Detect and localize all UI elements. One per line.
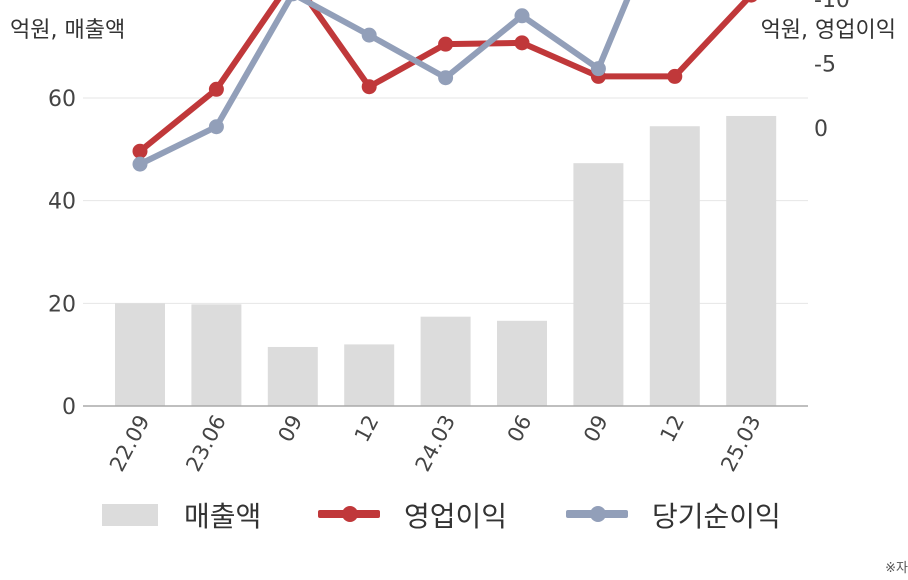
x-tick-label: 25.03 — [716, 411, 765, 475]
point-net-income — [590, 61, 606, 77]
bar-revenue — [573, 163, 624, 406]
legend-item-revenue: 매출액 — [102, 490, 261, 540]
point-net-income — [288, 0, 298, 2]
x-tick-label: 22.09 — [105, 411, 154, 475]
x-tick-label: 23.06 — [181, 411, 230, 475]
legend-item-op-income: 영업이익 — [318, 490, 507, 540]
bar-revenue — [115, 303, 165, 406]
legend-label-net-income: 당기순이익 — [652, 500, 781, 533]
legend-label-revenue: 매출액 — [184, 500, 262, 533]
right-tick-label: 0 — [814, 117, 828, 142]
footnote: ※자 — [885, 561, 908, 576]
point-op-income — [132, 143, 148, 159]
legend-line-swatch-net-income — [566, 506, 628, 522]
combo-chart: 02040600-5-10-15-2022.0923.06091224.0306… — [48, 0, 850, 475]
x-tick-label: 24.03 — [411, 411, 460, 475]
left-axis-title: 억원, 매출액 — [10, 18, 126, 43]
point-net-income — [132, 156, 148, 172]
point-op-income — [438, 36, 454, 52]
bar-revenue — [344, 344, 395, 406]
right-tick-label: -5 — [814, 53, 836, 78]
bar-revenue — [420, 316, 471, 406]
legend-bar-swatch — [102, 504, 158, 526]
x-tick-label: 06 — [503, 411, 537, 446]
legend-item-net-income: 당기순이익 — [566, 490, 781, 540]
point-net-income — [361, 27, 377, 43]
right-tick-label: -10 — [814, 0, 850, 13]
right-axis-title: 억원, 영업이익 — [760, 18, 896, 43]
point-net-income — [514, 8, 530, 24]
bar-revenue — [726, 115, 777, 406]
left-tick-label: 20 — [48, 292, 76, 317]
point-net-income — [208, 119, 224, 135]
bar-revenue — [497, 320, 547, 406]
bar-revenue — [191, 304, 242, 406]
point-op-income — [667, 68, 683, 84]
point-op-income — [361, 79, 377, 95]
x-tick-label: 09 — [579, 411, 613, 446]
legend-line-swatch-op-income — [318, 506, 380, 522]
legend-label-op-income: 영업이익 — [404, 500, 508, 533]
left-tick-label: 60 — [48, 87, 76, 112]
point-net-income — [438, 70, 454, 86]
bar-revenue — [649, 126, 700, 406]
left-tick-label: 0 — [62, 395, 76, 420]
point-op-income — [514, 35, 530, 51]
x-tick-label: 12 — [655, 411, 689, 446]
left-tick-label: 40 — [48, 190, 76, 215]
point-op-income — [208, 81, 224, 97]
x-tick-label: 09 — [273, 411, 307, 446]
bar-revenue — [267, 346, 318, 406]
point-op-income — [745, 0, 757, 3]
x-tick-label: 12 — [350, 411, 384, 446]
legend: 매출액 영업이익 당기순이익 — [0, 490, 908, 540]
